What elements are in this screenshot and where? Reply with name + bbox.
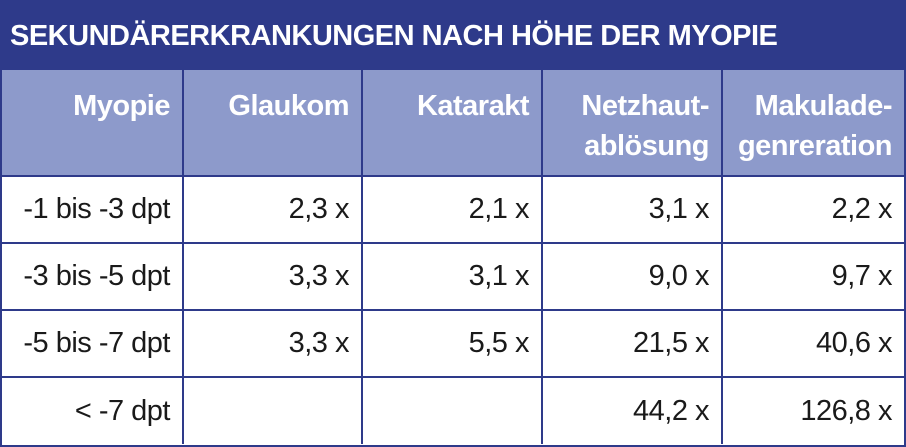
column-header: Myopie <box>2 70 184 177</box>
header-line: ablösung <box>584 130 709 162</box>
table-row: -3 bis -5 dpt 3,3 x 3,1 x 9,0 x 9,7 x <box>2 242 904 311</box>
table-cell: 21,5 x <box>541 309 723 378</box>
column-header: Netzhaut-ablösung <box>541 70 723 177</box>
table-cell: 2,3 x <box>182 175 363 244</box>
table-cell: 40,6 x <box>721 309 904 378</box>
row-label: < -7 dpt <box>2 376 184 444</box>
header-line: Katarakt <box>416 90 530 122</box>
table-row: -1 bis -3 dpt 2,3 x 2,1 x 3,1 x 2,2 x <box>2 175 904 244</box>
table-cell <box>182 376 363 444</box>
column-header: Makulade-genreration <box>721 70 904 177</box>
column-header: Katarakt <box>361 70 543 177</box>
table-cell: 9,7 x <box>721 242 904 311</box>
row-label: -3 bis -5 dpt <box>2 242 184 311</box>
row-label: -5 bis -7 dpt <box>2 309 184 378</box>
table-cell: 44,2 x <box>541 376 723 444</box>
header-line: Myopie <box>73 90 170 122</box>
table-cell: 9,0 x <box>541 242 723 311</box>
table-cell: 3,3 x <box>182 309 363 378</box>
header-line: Glaukom <box>228 90 349 122</box>
table-row: < -7 dpt 44,2 x 126,8 x <box>2 376 904 444</box>
column-header: Glaukom <box>182 70 363 177</box>
table-cell: 2,2 x <box>721 175 904 244</box>
table-row: -5 bis -7 dpt 3,3 x 5,5 x 21,5 x 40,6 x <box>2 309 904 378</box>
table-cell: 126,8 x <box>721 376 904 444</box>
table-cell: 5,5 x <box>361 309 543 378</box>
header-line: genreration <box>737 130 893 162</box>
table-cell: 3,1 x <box>541 175 723 244</box>
table-cell <box>361 376 543 444</box>
header-line: Netzhaut- <box>581 90 709 122</box>
table-cell: 3,1 x <box>361 242 543 311</box>
table-body: -1 bis -3 dpt 2,3 x 2,1 x 3,1 x 2,2 x -3 bis … <box>2 175 904 444</box>
header-line: Makulade- <box>754 90 893 122</box>
table-cell: 2,1 x <box>361 175 543 244</box>
row-label: -1 bis -3 dpt <box>2 175 184 244</box>
title: SEKUNDÄRERKRANKUNGEN NACH HÖHE DER MYOPI… <box>2 2 904 70</box>
table-cell: 3,3 x <box>182 242 363 311</box>
table: Myopie Glaukom Katarakt Netzhaut-ablösung Ma… <box>2 70 904 444</box>
header-row: Myopie Glaukom Katarakt Netzhaut-ablösung Ma… <box>2 70 904 177</box>
